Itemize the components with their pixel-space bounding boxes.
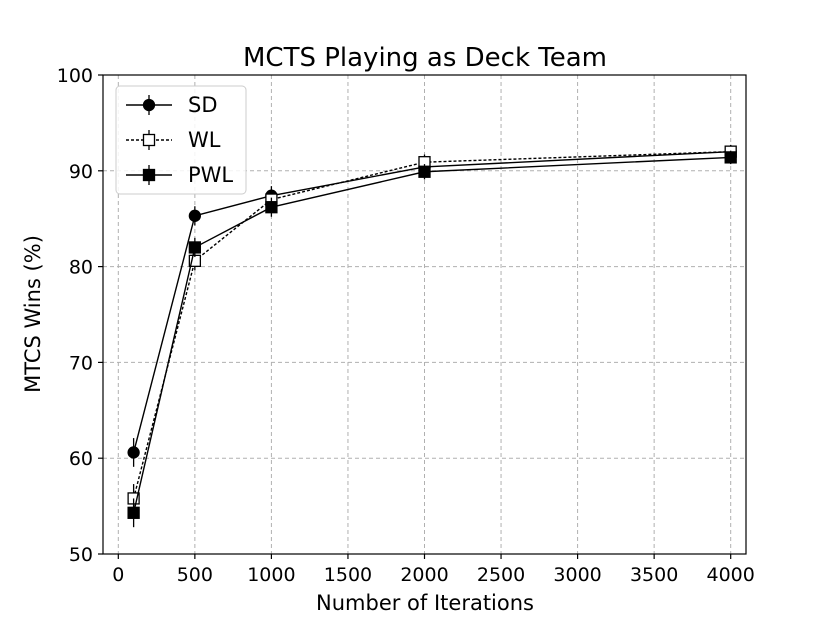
- y-tick-label: 50: [69, 544, 93, 566]
- chart-title: MCTS Playing as Deck Team: [243, 43, 607, 73]
- series-wl: [127, 144, 737, 513]
- legend-entry-pwl: PWL: [126, 163, 233, 187]
- data-point-pwl: [418, 165, 431, 178]
- series-line-wl: [132, 150, 731, 499]
- y-tick-label: 100: [57, 65, 93, 87]
- series-pwl: [127, 150, 737, 528]
- axis-ticks: 0 500 1000 1500 2000 2500 3000 3500 4000 50 60 70 80…: [57, 65, 755, 586]
- legend-entry-sd: SD: [126, 93, 218, 117]
- series-line-pwl: [132, 156, 731, 513]
- legend-entry-wl: WL: [126, 128, 221, 152]
- plot-frame: [102, 74, 747, 555]
- legend-label-sd: SD: [188, 93, 218, 117]
- x-tick-label: 2000: [400, 564, 448, 586]
- series-line-sd: [132, 150, 731, 453]
- y-tick-label: 90: [69, 161, 93, 183]
- legend-marker-pwl: [142, 168, 156, 182]
- x-tick-label: 2500: [477, 564, 525, 586]
- y-tick-label: 70: [69, 352, 93, 374]
- legend-marker-sd: [142, 98, 156, 112]
- y-axis-label: MTCS Wins (%): [21, 235, 45, 393]
- legend-marker-wl: [142, 133, 156, 147]
- x-tick-label: 1000: [247, 564, 295, 586]
- data-point-pwl: [127, 506, 140, 519]
- legend-label-pwl: PWL: [188, 163, 233, 187]
- x-tick-label: 3000: [553, 564, 601, 586]
- legend-label-wl: WL: [188, 128, 221, 152]
- data-point-pwl: [724, 151, 737, 164]
- data-point-pwl: [188, 241, 202, 254]
- x-tick-label: 3500: [630, 564, 678, 586]
- x-tick-label: 0: [112, 564, 124, 586]
- y-tick-label: 60: [69, 448, 93, 470]
- data-point-sd: [188, 209, 202, 222]
- x-tick-label: 1500: [324, 564, 372, 586]
- x-tick-label: 500: [177, 564, 213, 586]
- data-point-sd: [127, 446, 140, 459]
- data-point-pwl: [265, 201, 278, 214]
- legend: SD WL PWL: [115, 85, 247, 195]
- series-layer: [127, 144, 737, 528]
- y-tick-label: 80: [69, 257, 93, 279]
- x-tick-label: 4000: [707, 564, 755, 586]
- x-axis-label: Number of Iterations: [316, 591, 534, 615]
